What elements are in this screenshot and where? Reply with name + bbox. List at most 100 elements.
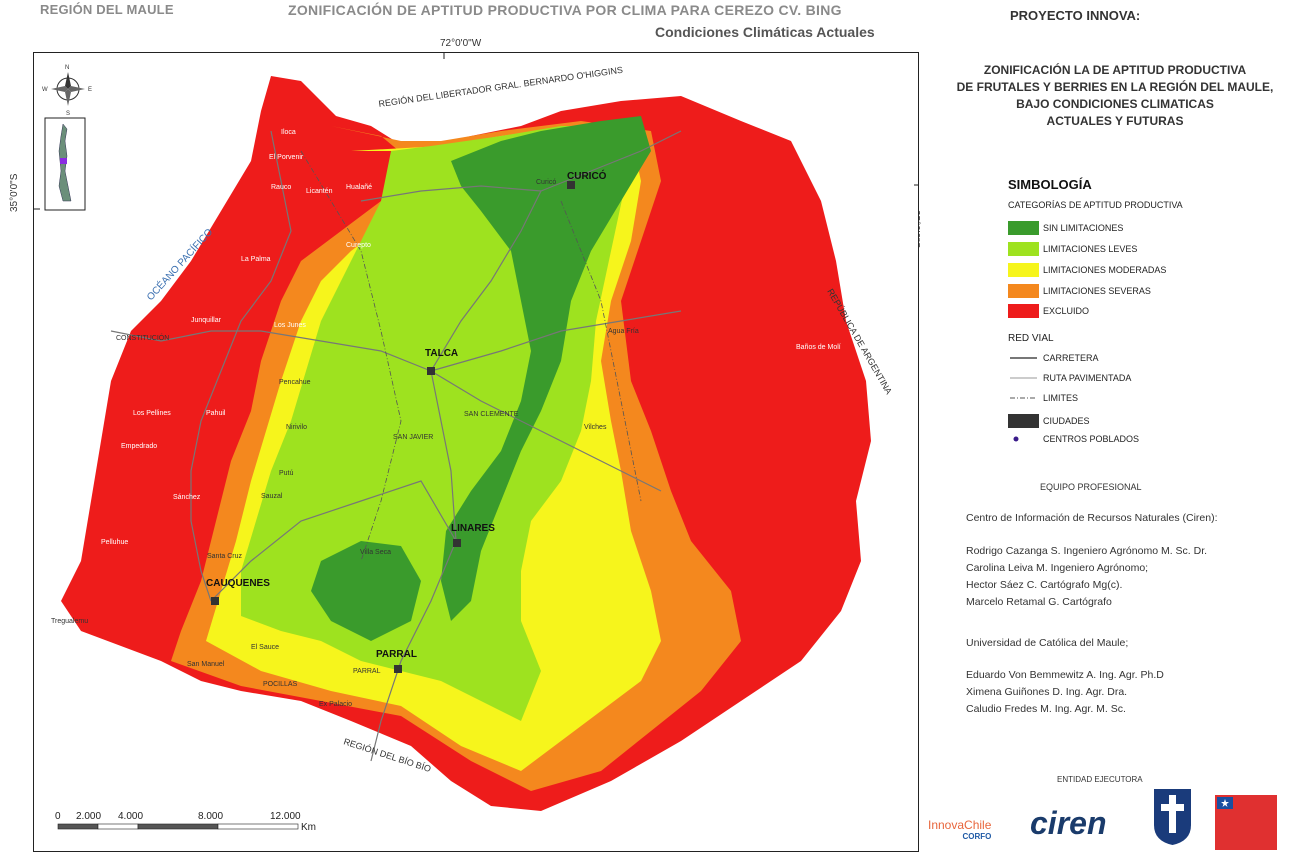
- ucm-header: Universidad de Católica del Maule;: [966, 637, 1129, 649]
- project-description: ZONIFICACIÓN LA DE APTITUD PRODUCTIVA DE…: [956, 63, 1274, 128]
- town-labels: Iloca El Porvenir Licantén Hualañé Curic…: [51, 129, 841, 708]
- map-subtitle: Condiciones Climáticas Actuales: [655, 24, 875, 40]
- svg-text:Empedrado: Empedrado: [121, 443, 157, 450]
- legend-categories-title: CATEGORÍAS DE APTITUD PRODUCTIVA: [1008, 200, 1183, 210]
- svg-text:Rauco: Rauco: [271, 184, 291, 191]
- scale-tick-0: 0: [55, 811, 61, 822]
- svg-text:Pencahue: Pencahue: [279, 379, 311, 386]
- svg-text:Sauzal: Sauzal: [261, 493, 283, 500]
- innova-chile-logo: InnovaChile CORFO: [928, 818, 992, 841]
- city-markers: [211, 181, 575, 673]
- team-member: Ximena Guiñones D. Ing. Agr. Dra.: [966, 686, 1128, 698]
- svg-text:Los Pellines: Los Pellines: [133, 410, 171, 417]
- svg-text:La Palma: La Palma: [241, 256, 271, 263]
- scale-tick-2: 4.000: [118, 811, 143, 822]
- svg-text:SAN CLEMENTE: SAN CLEMENTE: [464, 411, 519, 418]
- legend-swatch: [1008, 284, 1039, 298]
- scale-tick-1: 2.000: [76, 811, 101, 822]
- svg-text:Sánchez: Sánchez: [173, 494, 201, 501]
- legend-item-limitaciones-severas: LIMITACIONES SEVERAS: [1008, 284, 1151, 298]
- legend-item-limites: LIMITES: [1008, 393, 1078, 403]
- team-member: Carolina Leiva M. Ingeniero Agrónomo;: [966, 562, 1149, 574]
- boundary-line-icon: [1010, 397, 1037, 399]
- legend-swatch: [1008, 304, 1039, 318]
- svg-text:W: W: [42, 87, 48, 93]
- svg-text:Villa Seca: Villa Seca: [360, 549, 391, 556]
- svg-text:San Manuel: San Manuel: [187, 661, 225, 668]
- svg-text:Iloca: Iloca: [281, 129, 296, 136]
- legend-item-ruta-pavimentada: RUTA PAVIMENTADA: [1008, 373, 1131, 383]
- coordinate-top: 72°0'0"W: [440, 38, 482, 49]
- svg-text:Curepto: Curepto: [346, 242, 371, 249]
- svg-text:Nirivilo: Nirivilo: [286, 424, 307, 431]
- populated-center-dot-icon: [1013, 436, 1019, 442]
- scale-tick-3: 8.000: [198, 811, 223, 822]
- svg-text:Pahuil: Pahuil: [206, 410, 226, 417]
- north-arrow-icon: N W E S: [42, 65, 92, 117]
- svg-text:Junquillar: Junquillar: [191, 317, 222, 324]
- ucm-shield-icon: [1154, 789, 1191, 845]
- city-label-parral: PARRAL: [376, 649, 417, 660]
- region-label-north: REGIÓN DEL LIBERTADOR GRAL. BERNARDO O'H…: [378, 65, 624, 109]
- map-frame[interactable]: REGIÓN DEL LIBERTADOR GRAL. BERNARDO O'H…: [33, 52, 919, 852]
- ciren-header: Centro de Información de Recursos Natura…: [966, 512, 1218, 524]
- svg-text:Agua Fría: Agua Fría: [608, 328, 639, 335]
- svg-text:Tregualemu: Tregualemu: [51, 618, 88, 625]
- svg-text:S: S: [66, 111, 70, 117]
- city-label-talca: TALCA: [425, 348, 458, 359]
- ministerio-agricultura-logo: [1215, 795, 1277, 850]
- svg-text:Vilches: Vilches: [584, 424, 607, 431]
- svg-text:Pelluhue: Pelluhue: [101, 539, 128, 546]
- svg-text:El Sauce: El Sauce: [251, 644, 279, 651]
- boundary-lines: [300, 150, 642, 562]
- inset-locator-map[interactable]: [44, 117, 86, 211]
- legend-item-sin-limitaciones: SIN LIMITACIONES: [1008, 221, 1123, 235]
- legend-item-ciudades: CIUDADES: [1008, 414, 1090, 428]
- legend-swatch: [1008, 263, 1039, 277]
- legend-item-centros-poblados: CENTROS POBLADOS: [1008, 434, 1139, 444]
- road-legend-title: RED VIAL: [1008, 333, 1054, 344]
- scale-unit: Km: [301, 822, 316, 833]
- legend-item-carretera: CARRETERA: [1008, 353, 1099, 363]
- map-title: ZONIFICACIÓN DE APTITUD PRODUCTIVA POR C…: [288, 2, 842, 18]
- scale-tick-4: 12.000: [270, 811, 301, 822]
- legend-swatch: [1008, 221, 1039, 235]
- team-member: Hector Sáez C. Cartógrafo Mg(c).: [966, 579, 1123, 591]
- city-label-curico: CURICÓ: [567, 169, 607, 182]
- svg-text:CONSTITUCIÓN: CONSTITUCIÓN: [116, 333, 169, 342]
- legend-title: SIMBOLOGÍA: [1008, 177, 1092, 192]
- executing-entity-label: ENTIDAD EJECUTORA: [1057, 775, 1143, 784]
- svg-text:Hualañé: Hualañé: [346, 184, 372, 191]
- svg-text:Curicó: Curicó: [536, 179, 556, 186]
- legend-item-limitaciones-moderadas: LIMITACIONES MODERADAS: [1008, 263, 1166, 277]
- project-title: PROYECTO INNOVA:: [1010, 8, 1141, 23]
- highway-line-icon: [1010, 357, 1037, 359]
- svg-text:POCILLAS: POCILLAS: [263, 681, 298, 688]
- svg-text:E: E: [88, 87, 92, 93]
- scale-bar: 0 2.000 4.000 8.000 12.000 Km: [55, 811, 316, 833]
- legend-swatch: [1008, 242, 1039, 256]
- team-member: Caludio Fredes M. Ing. Agr. M. Sc.: [966, 703, 1126, 715]
- svg-text:El Porvenir: El Porvenir: [269, 154, 304, 161]
- svg-text:Santa Cruz: Santa Cruz: [207, 553, 243, 560]
- coordinate-left: 35°0'0"S: [9, 173, 20, 212]
- legend-item-limitaciones-leves: LIMITACIONES LEVES: [1008, 242, 1137, 256]
- team-title: EQUIPO PROFESIONAL: [1040, 482, 1142, 492]
- team-member: Marcelo Retamal G. Cartógrafo: [966, 596, 1112, 608]
- legend-item-excluido: EXCLUIDO: [1008, 304, 1089, 318]
- svg-text:Los Junes: Los Junes: [274, 322, 306, 329]
- svg-text:Ex Palacio: Ex Palacio: [319, 701, 352, 708]
- ciren-logo: ciren: [1030, 805, 1107, 841]
- team-member: Eduardo Von Bemmewitz A. Ing. Agr. Ph.D: [966, 669, 1164, 681]
- paved-road-line-icon: [1010, 377, 1037, 379]
- svg-text:SAN JAVIER: SAN JAVIER: [393, 434, 433, 441]
- city-box-icon: [1008, 414, 1039, 428]
- map-canvas[interactable]: REGIÓN DEL LIBERTADOR GRAL. BERNARDO O'H…: [34, 53, 919, 852]
- region-header: REGIÓN DEL MAULE: [40, 2, 174, 17]
- zone-no-limitations: [311, 116, 651, 641]
- svg-text:Licantén: Licantén: [306, 188, 333, 195]
- svg-text:Putú: Putú: [279, 470, 294, 477]
- svg-text:Baños de Molí: Baños de Molí: [796, 344, 841, 351]
- svg-text:N: N: [65, 65, 69, 71]
- city-label-linares: LINARES: [451, 523, 495, 534]
